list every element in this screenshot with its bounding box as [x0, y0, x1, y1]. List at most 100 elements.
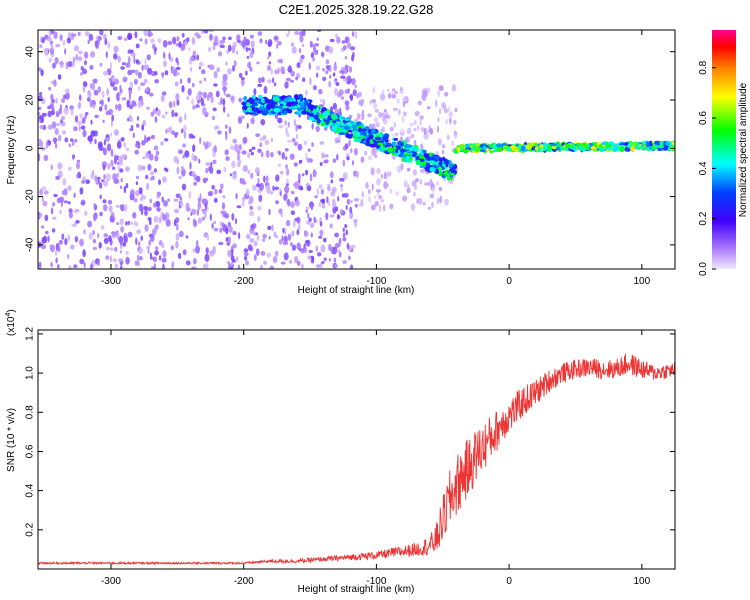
heatmap-cell	[236, 34, 241, 42]
heatmap-cell	[277, 117, 282, 124]
heatmap-cell	[119, 185, 123, 189]
heatmap-cell	[383, 108, 387, 113]
heatmap-cell	[199, 91, 204, 96]
heatmap-cell	[285, 164, 288, 169]
heatmap-cell	[474, 147, 482, 151]
heatmap-cell	[339, 107, 342, 113]
heatmap-cell	[320, 244, 326, 253]
heatmap-cell	[505, 147, 513, 151]
heatmap-cell	[202, 177, 207, 184]
heatmap-cell	[353, 197, 360, 202]
heatmap-cell	[152, 43, 156, 50]
heatmap-cell	[250, 117, 255, 125]
heatmap-cell	[328, 243, 332, 252]
heatmap-cell	[346, 242, 350, 250]
heatmap-cell	[305, 206, 309, 211]
heatmap-cell	[41, 112, 47, 117]
heatmap-cell	[272, 256, 278, 264]
heatmap-cell	[346, 76, 349, 82]
heatmap-cell	[214, 144, 217, 153]
heatmap-cell	[101, 179, 105, 183]
heatmap-cell	[176, 72, 180, 76]
heatmap-cell	[130, 52, 136, 57]
heatmap-cell	[43, 235, 48, 244]
heatmap-cell	[333, 257, 337, 263]
heatmap-cell	[117, 165, 120, 170]
spectrogram-y-label: Frequency (Hz)	[6, 116, 17, 185]
heatmap-cell	[422, 149, 427, 154]
heatmap-cell	[283, 102, 287, 106]
heatmap-cell	[192, 248, 196, 253]
heatmap-cell	[74, 139, 78, 143]
heatmap-cell	[51, 109, 55, 116]
heatmap-cell	[249, 67, 253, 72]
heatmap-cell	[432, 187, 435, 195]
heatmap-cell	[223, 105, 226, 113]
heatmap-cell	[191, 37, 196, 45]
heatmap-cell	[407, 184, 410, 189]
heatmap-cell	[321, 122, 326, 125]
heatmap-cell	[79, 258, 85, 265]
heatmap-cell	[371, 148, 377, 156]
heatmap-cell	[163, 200, 168, 207]
heatmap-cell	[410, 203, 416, 212]
heatmap-cell	[93, 89, 99, 96]
heatmap-cell	[84, 31, 90, 37]
heatmap-cell	[247, 62, 251, 69]
heatmap-cell	[67, 32, 72, 38]
heatmap-cell	[369, 100, 372, 105]
heatmap-cell	[183, 131, 187, 140]
heatmap-cell	[344, 100, 350, 106]
heatmap-cell	[318, 202, 322, 207]
heatmap-cell	[192, 218, 196, 225]
heatmap-cell	[444, 118, 449, 125]
spectrogram-y-ticks: -40 -20 0 20 40	[25, 46, 675, 252]
heatmap-cell	[228, 36, 232, 41]
heatmap-cell	[369, 143, 377, 148]
heatmap-cell	[348, 139, 351, 147]
heatmap-cell	[242, 109, 246, 113]
heatmap-cell	[74, 115, 79, 123]
heatmap-cell	[59, 60, 64, 69]
heatmap-cell	[146, 54, 151, 61]
heatmap-cell	[316, 37, 319, 41]
heatmap-cell	[100, 225, 105, 230]
heatmap-cell	[206, 234, 210, 241]
heatmap-cell	[178, 149, 183, 154]
heatmap-cell	[441, 144, 446, 149]
heatmap-cell	[188, 47, 191, 51]
heatmap-cell	[155, 150, 160, 156]
heatmap-cell	[229, 173, 232, 177]
heatmap-cell	[40, 69, 44, 77]
heatmap-cell	[267, 56, 270, 60]
heatmap-cell	[312, 56, 315, 62]
heatmap-cell	[77, 120, 83, 126]
heatmap-cell	[172, 36, 177, 45]
heatmap-cell	[137, 164, 143, 172]
heatmap-cell	[72, 56, 76, 64]
heatmap-cell	[322, 67, 325, 72]
heatmap-cell	[259, 38, 263, 44]
heatmap-cell	[65, 92, 70, 100]
heatmap-cell	[435, 151, 439, 156]
heatmap-cell	[67, 254, 70, 259]
heatmap-cell	[377, 142, 384, 146]
heatmap-cell	[286, 77, 291, 81]
heatmap-cell	[121, 62, 126, 66]
heatmap-cell	[397, 141, 401, 146]
heatmap-cell	[161, 91, 167, 96]
heatmap-cell	[325, 119, 330, 124]
heatmap-cell	[53, 193, 58, 198]
heatmap-cell	[338, 251, 342, 258]
heatmap-cell	[304, 231, 309, 237]
heatmap-cell	[125, 256, 130, 265]
heatmap-cell	[451, 140, 455, 147]
heatmap-cell	[99, 62, 103, 67]
heatmap-cell	[94, 40, 98, 48]
heatmap-cell	[659, 140, 664, 147]
heatmap-cell	[353, 130, 358, 135]
heatmap-cell	[125, 166, 130, 172]
heatmap-cell	[176, 36, 180, 42]
heatmap-cell	[438, 186, 443, 192]
heatmap-cell	[133, 78, 138, 85]
